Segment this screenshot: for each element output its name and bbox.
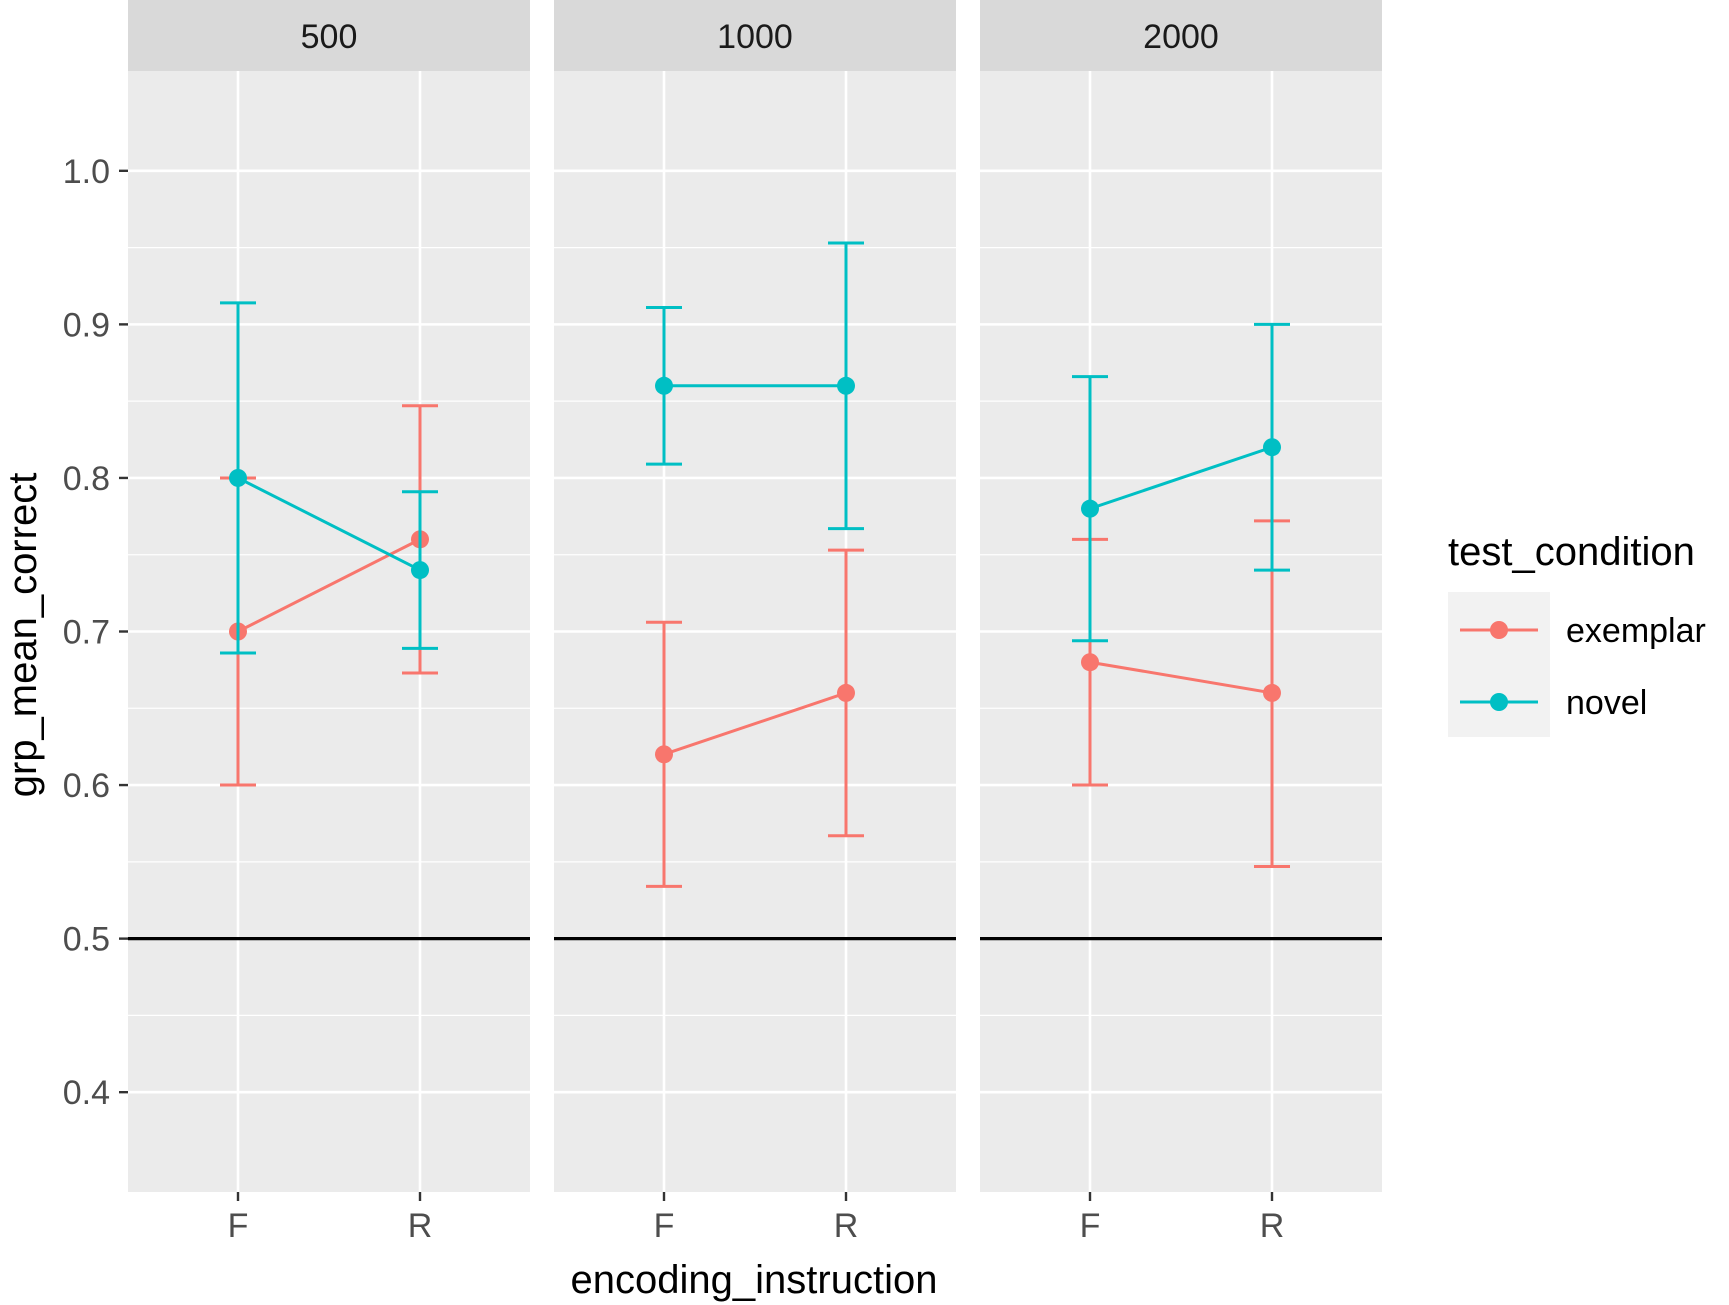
legend-label: novel <box>1566 684 1647 722</box>
x-tick-label: F <box>228 1207 249 1245</box>
facet-strip <box>980 0 1382 71</box>
legend-key-background <box>1448 592 1550 737</box>
series-novel <box>646 241 864 531</box>
y-tick-label: 0.7 <box>63 614 110 652</box>
x-tick-label: R <box>408 1207 433 1245</box>
series-line <box>1089 445 1273 511</box>
x-tick-label: F <box>1080 1207 1101 1245</box>
facet-label: 2000 <box>1143 18 1219 56</box>
panel-500: 500 F R <box>128 0 530 1245</box>
x-axis-title: encoding_instruction <box>571 1258 938 1302</box>
legend-key-point <box>1490 693 1508 711</box>
data-point <box>655 745 673 764</box>
series-line <box>237 476 421 572</box>
data-point <box>1081 653 1099 672</box>
data-point <box>1081 499 1099 518</box>
y-axis-title: grp_mean_correct <box>1 473 45 798</box>
facet-strip <box>128 0 530 71</box>
y-tick-label: 1.0 <box>63 153 110 191</box>
legend-key-exemplar: exemplar <box>1460 612 1706 650</box>
y-tick-label: 0.9 <box>63 306 110 344</box>
legend-label: exemplar <box>1566 612 1706 650</box>
data-point <box>837 376 855 395</box>
legend-key-point <box>1490 621 1508 639</box>
chart-panels: 500 F R 1000 F R 2000 F R <box>128 0 1382 1245</box>
legend: test_condition exemplar novel <box>1448 530 1706 737</box>
series-novel <box>220 301 438 655</box>
series-novel <box>1072 322 1290 643</box>
series-exemplar <box>646 548 864 888</box>
panel-2000: 2000 F R <box>980 0 1382 1245</box>
data-point <box>837 683 855 702</box>
facet-label: 500 <box>301 18 358 56</box>
data-point <box>1263 438 1281 457</box>
y-tick-label: 0.5 <box>63 921 110 959</box>
y-tick-label: 0.8 <box>63 460 110 498</box>
y-axis: 0.4 0.5 0.6 0.7 0.8 0.9 1.0 <box>63 153 128 1112</box>
panel-1000: 1000 F R <box>554 0 956 1245</box>
data-point <box>229 468 247 487</box>
x-tick-label: R <box>834 1207 859 1245</box>
legend-key-novel: novel <box>1460 684 1647 722</box>
y-tick-label: 0.4 <box>63 1074 110 1112</box>
x-tick-label: R <box>1260 1207 1285 1245</box>
y-tick-label: 0.6 <box>63 767 110 805</box>
x-tick-label: F <box>654 1207 675 1245</box>
legend-title: test_condition <box>1448 530 1695 574</box>
facet-strip <box>554 0 956 71</box>
series-line <box>1089 660 1273 695</box>
data-point <box>411 561 429 580</box>
data-point <box>1263 683 1281 702</box>
facet-label: 1000 <box>717 18 793 56</box>
data-point <box>655 376 673 395</box>
series-line <box>663 691 847 756</box>
